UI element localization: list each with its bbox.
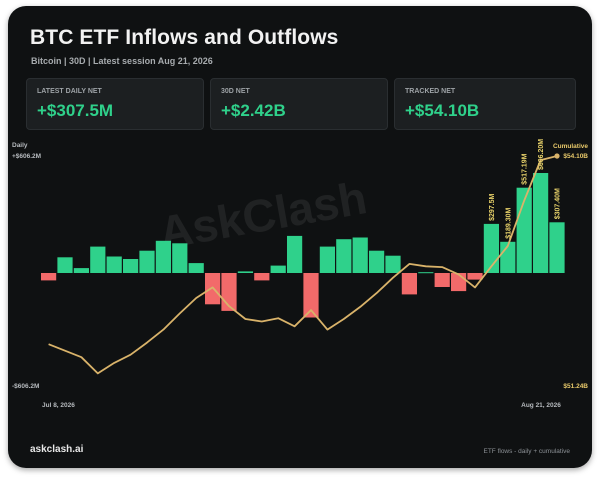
- bar-data-label: $297.5M: [489, 193, 496, 220]
- inflow-bar: [319, 246, 335, 273]
- right-top-label: $54.10B: [563, 153, 588, 160]
- left-bottom-label: -$606.2M: [12, 383, 39, 390]
- bar-data-label: $606.20M: [538, 139, 545, 170]
- kpi-30d-net: 30D NET +$2.42B: [210, 78, 388, 130]
- kpi-label: TRACKED NET: [405, 88, 456, 95]
- kpi-value: +$307.5M: [37, 101, 114, 120]
- inflow-bar: [106, 256, 122, 273]
- right-axis-label: Cumulative: [553, 143, 588, 150]
- bar-data-label: $307.40M: [555, 188, 562, 219]
- inflow-bar: [287, 235, 303, 273]
- inflow-bar: [188, 263, 204, 273]
- outflow-bar: [451, 273, 467, 292]
- inflow-bar: [90, 246, 106, 273]
- inflow-bar: [533, 173, 549, 273]
- inflow-bar: [549, 222, 565, 273]
- kpi-value: +$54.10B: [405, 101, 480, 120]
- inflow-bar: [155, 240, 171, 273]
- outflow-bar: [434, 273, 450, 287]
- kpi-value: +$2.42B: [221, 101, 286, 120]
- chart-title: BTC ETF Inflows and Outflows: [30, 26, 339, 49]
- kpi-tracked-net: TRACKED NET +$54.10B: [394, 78, 576, 130]
- right-bottom-label: $51.24B: [563, 383, 588, 390]
- footer-brand: askclash.ai: [30, 444, 84, 455]
- cumulative-line: [48, 155, 558, 375]
- inflow-bar: [352, 237, 368, 273]
- chart-subtitle: Bitcoin | 30D | Latest session Aug 21, 2…: [31, 56, 213, 66]
- chart-card: BTC ETF Inflows and Outflows Bitcoin | 3…: [8, 6, 592, 468]
- inflow-bar: [336, 239, 352, 273]
- inflow-bar: [123, 259, 139, 273]
- inflow-bar: [418, 272, 434, 274]
- inflow-bar: [270, 265, 286, 273]
- outflow-bar: [254, 273, 270, 281]
- footer-note: ETF flows - daily + cumulative: [483, 448, 570, 455]
- left-axis-label: Daily: [12, 142, 28, 149]
- bar-data-label: $189.30M: [505, 207, 512, 238]
- inflow-bar: [73, 268, 89, 273]
- kpi-label: LATEST DAILY NET: [37, 88, 102, 95]
- cumulative-end-marker: [554, 153, 560, 159]
- bars-group: [41, 173, 565, 318]
- left-top-label: +$606.2M: [12, 153, 41, 160]
- inflow-bar: [385, 255, 401, 273]
- outflow-bar: [467, 273, 483, 280]
- outflow-bar: [41, 273, 57, 281]
- data-labels-group: $297.5M $189.30M $517.19M $606.20M $307.40M: [489, 139, 562, 239]
- inflow-bar: [172, 243, 188, 273]
- kpi-label: 30D NET: [221, 88, 250, 95]
- outflow-bar: [303, 273, 319, 318]
- x-start-label: Jul 8, 2026: [42, 402, 75, 409]
- bar-data-label: $517.19M: [522, 153, 529, 184]
- inflow-bar: [139, 250, 155, 273]
- inflow-bar: [57, 257, 73, 273]
- kpi-latest-daily-net: LATEST DAILY NET +$307.5M: [26, 78, 204, 130]
- inflow-bar: [237, 271, 253, 273]
- flows-chart: $297.5M$189.30M$517.19M $606.20M$307.40M …: [12, 139, 588, 409]
- outflow-bar: [401, 273, 417, 295]
- inflow-bar: [369, 250, 385, 273]
- x-end-label: Aug 21, 2026: [521, 402, 561, 409]
